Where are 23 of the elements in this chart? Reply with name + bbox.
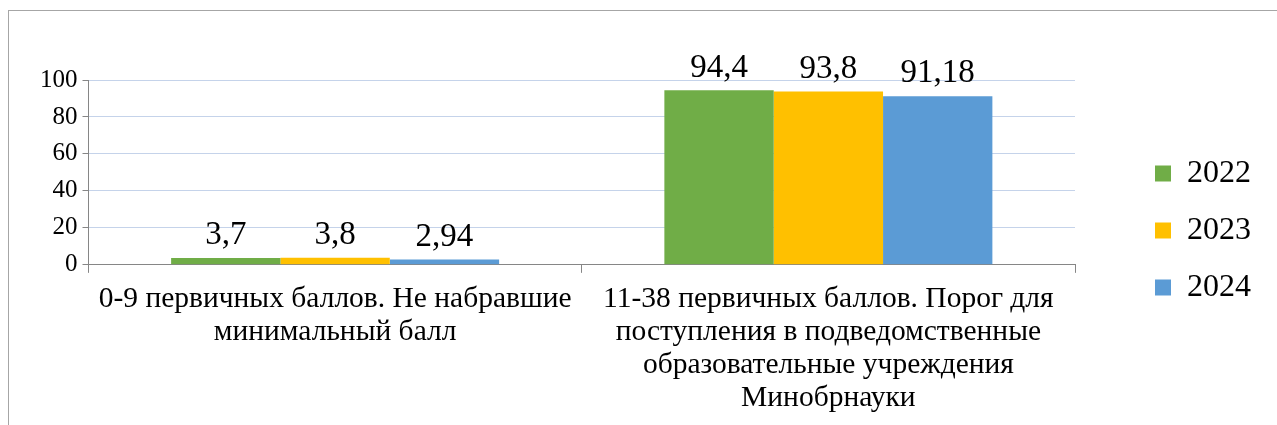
bar [280, 257, 390, 265]
data-label: 2,94 [415, 216, 474, 253]
legend-label: 2024 [1187, 266, 1251, 303]
data-label: 3,8 [314, 214, 356, 251]
y-tick-label: 20 [52, 212, 78, 240]
data-label: 93,8 [799, 48, 858, 85]
y-tick-label: 40 [52, 175, 78, 203]
bar [883, 96, 993, 265]
y-tick-label: 80 [52, 101, 78, 129]
y-tick-label: 60 [52, 138, 78, 166]
bar [664, 90, 774, 265]
data-label: 94,4 [690, 47, 748, 84]
data-label: 3,7 [205, 215, 247, 252]
x-tick-label: 11-38 первичных баллов. Порог для поступления в подведомственные образовательные учреждения Минобрнауки [603, 281, 1055, 413]
bar [389, 259, 500, 265]
y-tick-label: 0 [65, 249, 78, 277]
bar [171, 258, 281, 265]
bar [773, 91, 884, 265]
x-tick-label: 0-9 первичных баллов. Не набравшие минимальный балл [98, 281, 572, 347]
legend-label: 2023 [1187, 209, 1251, 246]
legend-label: 2022 [1187, 152, 1251, 189]
data-label: 91,18 [900, 53, 975, 90]
y-tick-label: 100 [40, 64, 78, 92]
